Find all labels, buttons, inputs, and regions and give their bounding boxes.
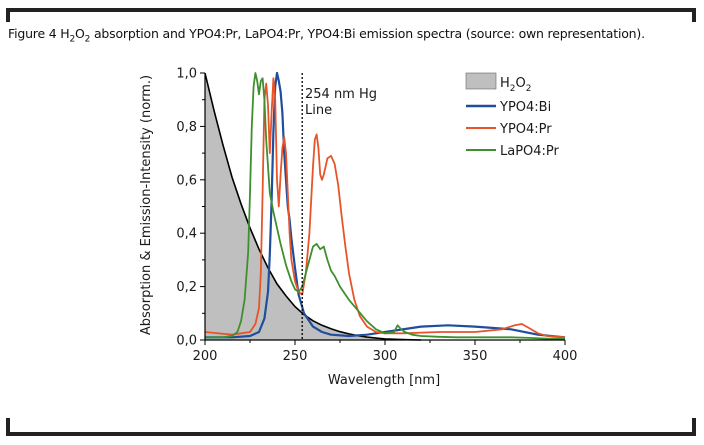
y-tick-label: 0,0 [176, 334, 197, 349]
frame-bottom-right-tick [692, 418, 696, 434]
caption-sub1: 2 [69, 34, 75, 45]
x-axis-label: Wavelength [nm] [328, 373, 440, 388]
frame-top-left-tick [6, 8, 10, 22]
legend: H2O2 YPO4:Bi YPO4:Pr LaPO4:Pr [465, 72, 560, 159]
series-line-ypr [204, 77, 566, 339]
caption-mid: O [75, 26, 85, 41]
frame-top-right-tick [692, 8, 696, 22]
legend-label-h2o2: H2O2 [500, 76, 531, 94]
x-tick-label: 200 [193, 349, 218, 364]
legend-label-bi: YPO4:Bi [499, 100, 551, 115]
x-tick-label: 400 [553, 349, 578, 364]
area-layer [205, 73, 421, 340]
annotation-line2: Line [305, 103, 332, 118]
x-tick-label: 350 [463, 349, 488, 364]
y-axis-label: Absorption & Emission-Intensity (norm.) [139, 75, 154, 335]
legend-label-lapr: LaPO4:Pr [500, 144, 560, 159]
annotation-line1: 254 nm Hg [305, 87, 377, 102]
caption-prefix: Figure 4 H [8, 26, 70, 41]
series-line-lapr [205, 72, 565, 340]
y-tick-label: 0,8 [176, 120, 197, 135]
y-tick-label: 0,4 [176, 227, 197, 242]
legend-swatch-h2o2 [465, 72, 497, 90]
caption-suffix: absorption and YPO4:Pr, LaPO4:Pr, YPO4:B… [90, 26, 645, 41]
figure-caption: Figure 4 H2O2 absorption and YPO4:Pr, La… [8, 26, 645, 45]
x-tick-label: 300 [373, 349, 398, 364]
line-layer [204, 71, 566, 341]
x-tick-label: 250 [283, 349, 308, 364]
y-tick-label: 1,0 [176, 67, 197, 82]
frame-top-rule [6, 8, 696, 12]
legend-label-ypr: YPO4:Pr [499, 122, 552, 137]
frame-bottom-left-tick [6, 418, 10, 434]
axes-layer: 200 250 300 350 400 0,0 0,2 0,4 0,6 0,8 1,0 [176, 67, 577, 365]
caption-sub2: 2 [84, 34, 91, 45]
y-tick-label: 0,6 [176, 173, 197, 188]
y-tick-label: 0,2 [176, 280, 197, 295]
frame-bottom-rule [6, 432, 696, 436]
series-area-h2o2 [205, 73, 421, 340]
